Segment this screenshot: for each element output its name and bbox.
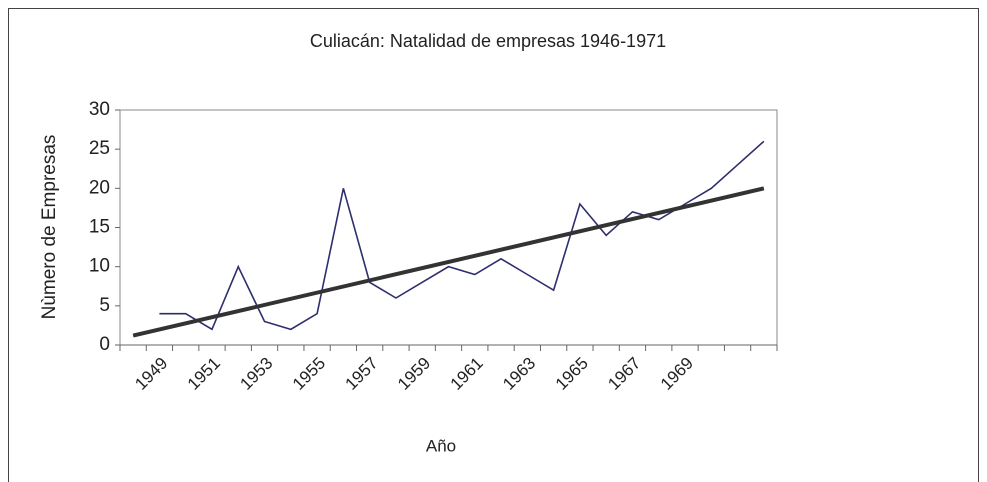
data-line [159, 140, 765, 331]
y-tick-label: 25 [89, 138, 110, 159]
y-axis-label: Nùmero de Empresas [39, 135, 60, 320]
y-tick-label: 10 [89, 256, 110, 277]
chart-frame [8, 8, 979, 482]
y-tick-label: 5 [99, 295, 110, 316]
y-tick-label: 20 [89, 177, 110, 198]
y-tick-label: 15 [89, 217, 110, 238]
trend-line [132, 186, 765, 338]
y-tick-label: 30 [89, 99, 110, 120]
x-axis-label: Año [426, 436, 456, 455]
y-tick-label: 0 [99, 334, 110, 355]
chart-title: Culiacán: Natalidad de empresas 1946-197… [310, 31, 666, 51]
